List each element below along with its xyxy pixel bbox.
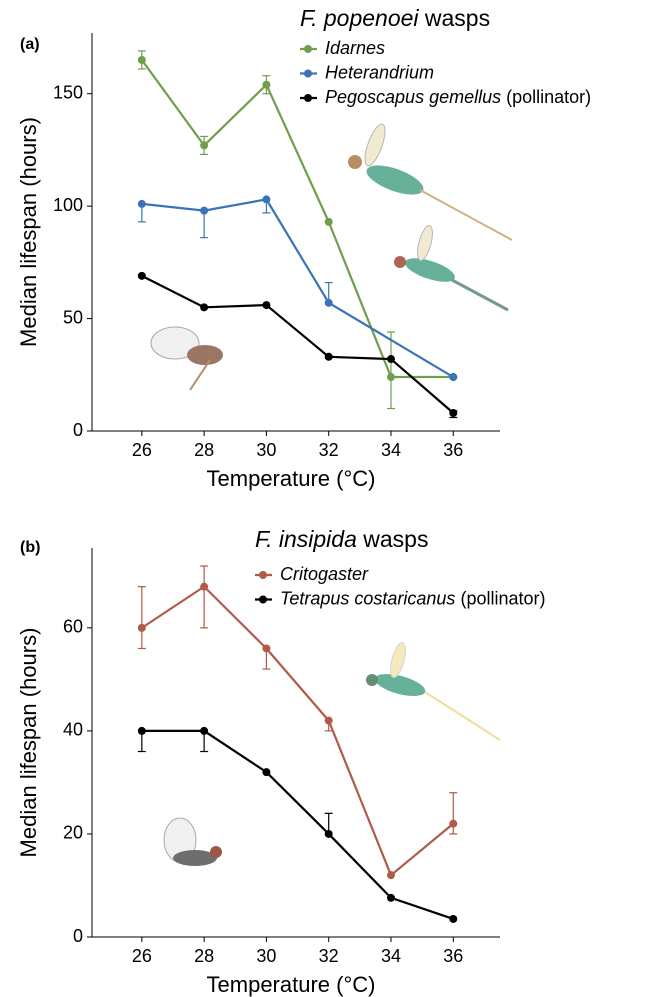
legend-swatch-dot (304, 45, 312, 53)
legend-name-suffix: (pollinator) (460, 588, 545, 608)
wasp-illustration (163, 817, 222, 866)
panel-label: (b) (20, 539, 40, 556)
point (449, 409, 458, 418)
error-bar (137, 586, 146, 650)
legend-label: Heterandrium (325, 62, 434, 82)
point (262, 768, 271, 777)
x-tick-label: 26 (132, 440, 152, 460)
error-bar (200, 210, 209, 239)
legend-name: Pegoscapus gemellus (325, 87, 501, 107)
y-tick-label: 0 (73, 926, 83, 946)
x-tick-label: 32 (319, 440, 339, 460)
wasp-illustration (366, 642, 501, 741)
legend-title-species: F. insipida (255, 526, 357, 552)
y-tick-label: 100 (53, 195, 83, 215)
x-axis-label: Temperature (°C) (207, 466, 376, 491)
point (262, 80, 271, 89)
y-tick-label: 50 (63, 307, 83, 327)
y-tick-label: 20 (63, 823, 83, 843)
point (137, 271, 146, 280)
point (324, 298, 333, 307)
legend-title-rest: wasps (362, 526, 428, 552)
point (137, 199, 146, 208)
legend-swatch-dot (259, 571, 267, 579)
point (137, 726, 146, 735)
point (262, 301, 271, 310)
y-tick-label: 60 (63, 617, 83, 637)
series-line (140, 59, 454, 379)
y-axis-label: Median lifespan (hours) (16, 628, 41, 858)
point (262, 195, 271, 204)
point (386, 893, 395, 902)
point (386, 373, 395, 382)
panel-label: (a) (20, 36, 40, 53)
x-tick-label: 34 (381, 946, 401, 966)
point (200, 726, 209, 735)
point (324, 217, 333, 226)
series-line (141, 585, 454, 877)
y-tick-label: 0 (73, 420, 83, 440)
point (200, 141, 209, 150)
x-tick-label: 30 (256, 440, 276, 460)
point (137, 623, 146, 632)
wasp-illustration (394, 225, 509, 312)
legend-label: Critogaster (280, 564, 369, 584)
point (137, 55, 146, 64)
legend-title-rest: wasps (424, 5, 490, 31)
legend-title-species: F. popenoei (300, 5, 419, 31)
point (324, 352, 333, 361)
x-tick-label: 28 (194, 440, 214, 460)
x-tick-label: 34 (381, 440, 401, 460)
legend-swatch-dot (304, 94, 312, 102)
point (386, 871, 395, 880)
legend-label: Pegoscapus gemellus (pollinator) (325, 87, 591, 107)
series-line (141, 729, 454, 921)
legend-name-suffix: (pollinator) (506, 87, 591, 107)
point (200, 582, 209, 591)
point (262, 644, 271, 653)
wasp-illustration (348, 123, 513, 241)
point (386, 355, 395, 364)
x-tick-label: 28 (194, 946, 214, 966)
point (449, 819, 458, 828)
y-axis-label: Median lifespan (hours) (16, 117, 41, 347)
x-tick-label: 26 (132, 946, 152, 966)
x-tick-label: 32 (319, 946, 339, 966)
series-line (141, 274, 455, 414)
point (324, 829, 333, 838)
x-tick-label: 36 (443, 440, 463, 460)
legend-title: F. insipida wasps (255, 526, 428, 552)
point (324, 716, 333, 725)
x-tick-label: 36 (443, 946, 463, 966)
y-tick-label: 150 (53, 82, 83, 102)
point (200, 303, 209, 312)
legend-label: Tetrapus costaricanus (pollinator) (280, 588, 546, 608)
legend-label: Idarnes (325, 38, 385, 58)
y-tick-label: 40 (63, 720, 83, 740)
legend-swatch-dot (304, 69, 312, 78)
point (449, 373, 458, 382)
error-bar (449, 792, 458, 835)
error-bar (386, 331, 395, 410)
error-bar (200, 565, 209, 629)
point (449, 914, 458, 923)
legend-swatch-dot (259, 595, 267, 604)
point (200, 206, 209, 215)
x-tick-label: 30 (256, 946, 276, 966)
legend-name: Tetrapus costaricanus (280, 588, 455, 608)
legend-name: Idarnes (325, 38, 385, 58)
x-axis-label: Temperature (°C) (207, 972, 376, 997)
wasp-illustration (150, 326, 223, 391)
legend-name: Heterandrium (325, 62, 434, 82)
legend-name: Critogaster (280, 564, 369, 584)
legend-title: F. popenoei wasps (300, 5, 490, 31)
